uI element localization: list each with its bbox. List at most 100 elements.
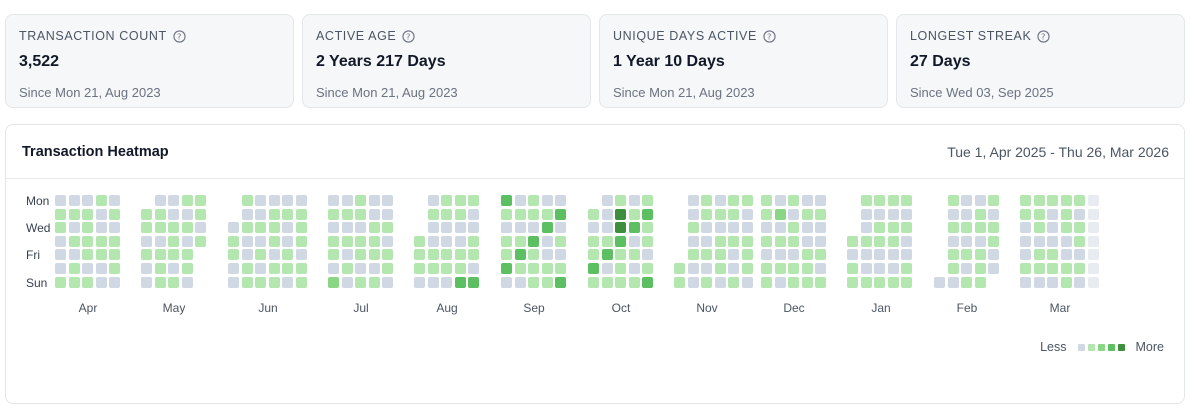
- heatmap-cell[interactable]: [874, 222, 886, 234]
- heatmap-cell[interactable]: [847, 235, 858, 247]
- heatmap-cell[interactable]: [1033, 276, 1045, 288]
- heatmap-cell[interactable]: [55, 263, 66, 274]
- heatmap-cell[interactable]: [382, 276, 394, 288]
- heatmap-cell[interactable]: [282, 249, 294, 261]
- heatmap-cell[interactable]: [1047, 263, 1059, 274]
- heatmap-cell[interactable]: [947, 249, 959, 261]
- heatmap-cell[interactable]: [788, 235, 800, 247]
- heatmap-cell[interactable]: [860, 195, 872, 206]
- heatmap-cell[interactable]: [541, 235, 553, 247]
- heatmap-cell[interactable]: [181, 195, 193, 206]
- heatmap-cell[interactable]: [774, 195, 786, 206]
- heatmap-cell[interactable]: [788, 263, 800, 274]
- heatmap-cell[interactable]: [427, 276, 439, 288]
- heatmap-cell[interactable]: [55, 208, 66, 220]
- heatmap-cell[interactable]: [555, 263, 567, 274]
- heatmap-cell[interactable]: [1088, 208, 1099, 220]
- heatmap-cell[interactable]: [1074, 263, 1086, 274]
- heatmap-cell[interactable]: [341, 276, 353, 288]
- help-icon[interactable]: ?: [763, 29, 776, 43]
- heatmap-cell[interactable]: [1088, 263, 1099, 274]
- heatmap-cell[interactable]: [68, 208, 80, 220]
- heatmap-cell[interactable]: [728, 263, 740, 274]
- heatmap-cell[interactable]: [181, 222, 193, 234]
- heatmap-cell[interactable]: [168, 276, 180, 288]
- heatmap-cell[interactable]: [541, 222, 553, 234]
- heatmap-cell[interactable]: [847, 263, 858, 274]
- heatmap-cell[interactable]: [701, 195, 713, 206]
- heatmap-cell[interactable]: [1074, 208, 1086, 220]
- heatmap-cell[interactable]: [887, 208, 899, 220]
- heatmap-cell[interactable]: [441, 222, 453, 234]
- heatmap-cell[interactable]: [328, 276, 339, 288]
- heatmap-cell[interactable]: [181, 249, 193, 261]
- heatmap-cell[interactable]: [1033, 235, 1045, 247]
- heatmap-cell[interactable]: [154, 249, 166, 261]
- heatmap-cell[interactable]: [687, 195, 699, 206]
- heatmap-cell[interactable]: [1020, 222, 1031, 234]
- heatmap-cell[interactable]: [555, 249, 567, 261]
- heatmap-cell[interactable]: [368, 249, 380, 261]
- heatmap-cell[interactable]: [328, 195, 339, 206]
- heatmap-cell[interactable]: [109, 195, 121, 206]
- heatmap-cell[interactable]: [701, 276, 713, 288]
- heatmap-cell[interactable]: [282, 222, 294, 234]
- heatmap-cell[interactable]: [815, 208, 827, 220]
- heatmap-cell[interactable]: [947, 195, 959, 206]
- heatmap-cell[interactable]: [615, 195, 627, 206]
- heatmap-cell[interactable]: [141, 276, 152, 288]
- heatmap-cell[interactable]: [801, 208, 813, 220]
- heatmap-cell[interactable]: [947, 276, 959, 288]
- heatmap-cell[interactable]: [514, 222, 526, 234]
- heatmap-cell[interactable]: [887, 276, 899, 288]
- heatmap-cell[interactable]: [728, 195, 740, 206]
- heatmap-cell[interactable]: [296, 222, 307, 234]
- heatmap-cell[interactable]: [728, 208, 740, 220]
- heatmap-cell[interactable]: [109, 208, 121, 220]
- heatmap-cell[interactable]: [615, 235, 627, 247]
- heatmap-cell[interactable]: [947, 222, 959, 234]
- heatmap-cell[interactable]: [988, 235, 1000, 247]
- heatmap-cell[interactable]: [195, 195, 207, 206]
- heatmap-cell[interactable]: [282, 235, 294, 247]
- heatmap-cell[interactable]: [95, 249, 107, 261]
- heatmap-cell[interactable]: [761, 249, 772, 261]
- heatmap-cell[interactable]: [1074, 276, 1086, 288]
- heatmap-cell[interactable]: [588, 263, 599, 274]
- heatmap-cell[interactable]: [268, 249, 280, 261]
- heatmap-cell[interactable]: [742, 249, 753, 261]
- heatmap-cell[interactable]: [974, 222, 986, 234]
- heatmap-cell[interactable]: [988, 263, 1000, 274]
- heatmap-cell[interactable]: [615, 208, 627, 220]
- heatmap-cell[interactable]: [728, 235, 740, 247]
- heatmap-cell[interactable]: [601, 208, 613, 220]
- heatmap-cell[interactable]: [82, 249, 94, 261]
- heatmap-cell[interactable]: [154, 222, 166, 234]
- heatmap-cell[interactable]: [228, 263, 239, 274]
- heatmap-cell[interactable]: [255, 235, 267, 247]
- heatmap-cell[interactable]: [801, 249, 813, 261]
- heatmap-cell[interactable]: [427, 263, 439, 274]
- heatmap-cell[interactable]: [454, 222, 466, 234]
- heatmap-cell[interactable]: [109, 222, 121, 234]
- heatmap-cell[interactable]: [588, 222, 599, 234]
- heatmap-cell[interactable]: [714, 235, 726, 247]
- heatmap-cell[interactable]: [974, 263, 986, 274]
- heatmap-cell[interactable]: [454, 195, 466, 206]
- heatmap-cell[interactable]: [528, 276, 540, 288]
- heatmap-cell[interactable]: [296, 249, 307, 261]
- heatmap-cell[interactable]: [674, 276, 685, 288]
- heatmap-cell[interactable]: [95, 276, 107, 288]
- heatmap-cell[interactable]: [241, 249, 253, 261]
- heatmap-cell[interactable]: [355, 263, 367, 274]
- heatmap-cell[interactable]: [774, 222, 786, 234]
- heatmap-cell[interactable]: [615, 222, 627, 234]
- heatmap-cell[interactable]: [382, 235, 394, 247]
- heatmap-cell[interactable]: [168, 222, 180, 234]
- heatmap-cell[interactable]: [68, 222, 80, 234]
- heatmap-cell[interactable]: [887, 249, 899, 261]
- heatmap-cell[interactable]: [368, 195, 380, 206]
- heatmap-cell[interactable]: [528, 235, 540, 247]
- heatmap-cell[interactable]: [1033, 208, 1045, 220]
- heatmap-cell[interactable]: [82, 276, 94, 288]
